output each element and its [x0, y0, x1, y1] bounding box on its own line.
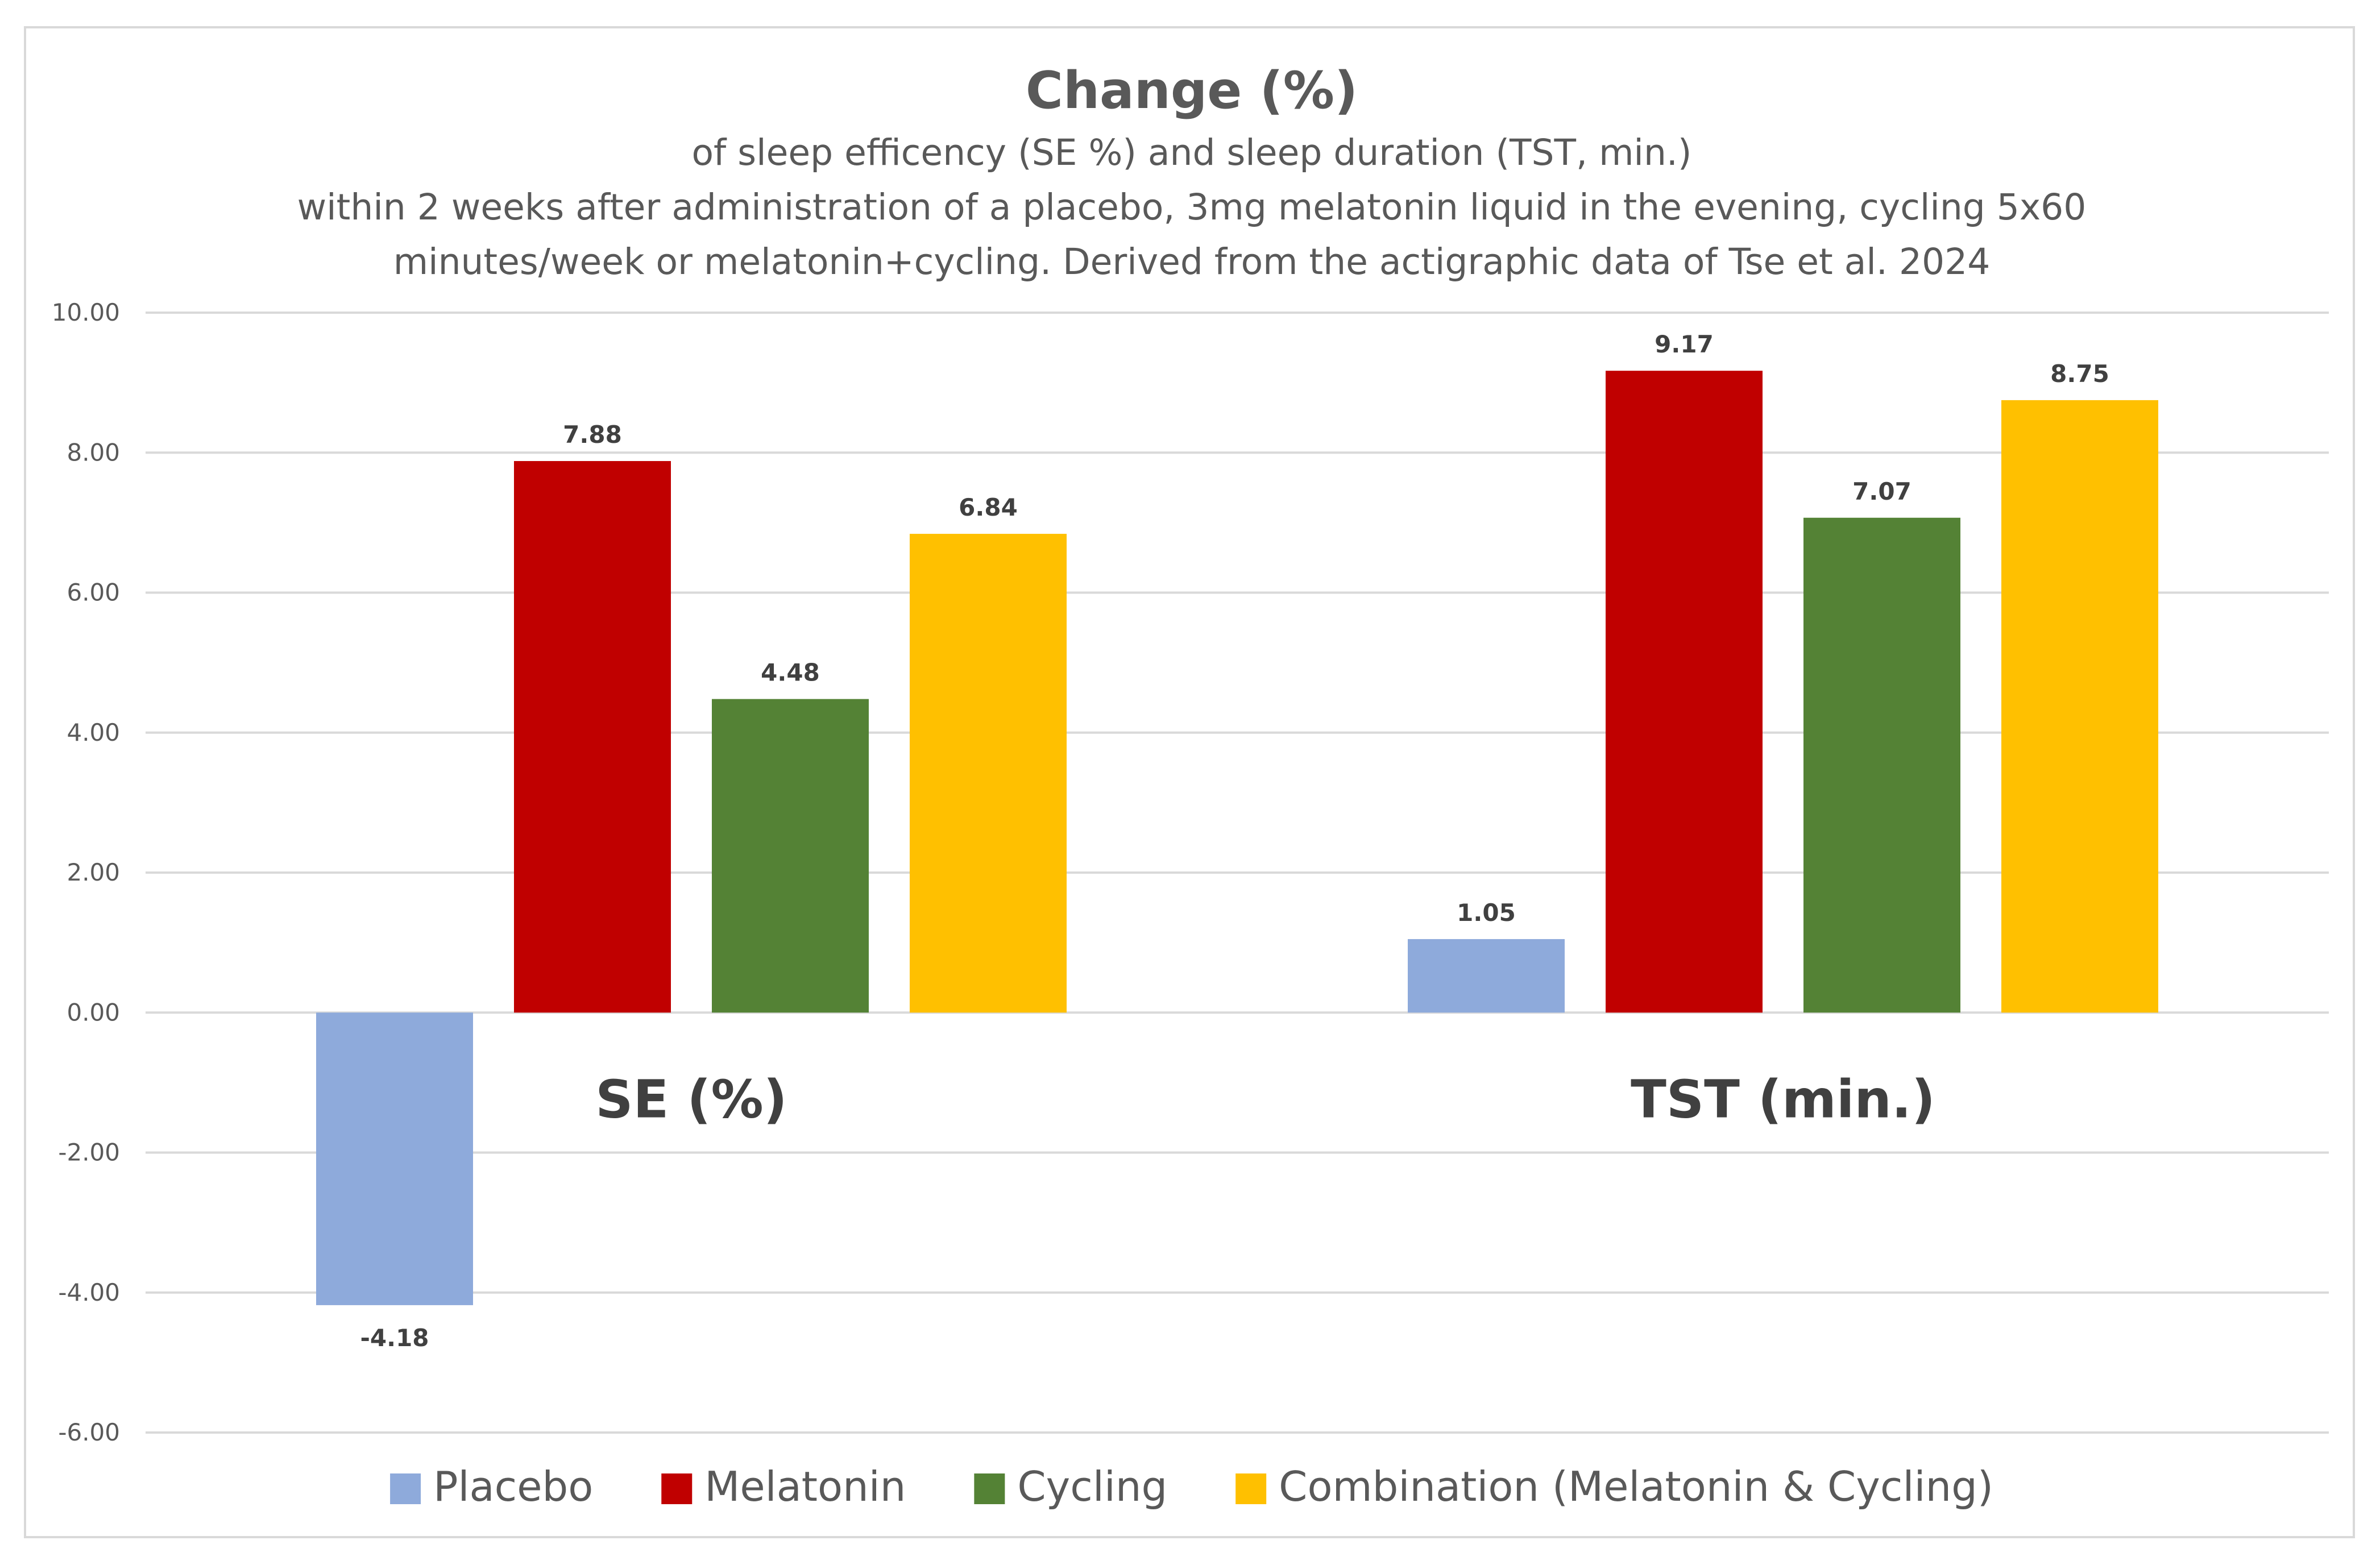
y-axis: 10.00 8.00 6.00 4.00 2.00 0.00 -2.00 -4.00 -6.00: [52, 298, 120, 1446]
bar: [1803, 517, 1960, 1013]
bars: [316, 371, 2158, 1305]
y-tick-label: 2.00: [67, 858, 120, 886]
legend-label: Melatonin: [704, 1463, 906, 1510]
legend: Placebo Melatonin Cycling Combination (Mela…: [390, 1463, 1993, 1510]
data-label: 7.07: [1852, 478, 1912, 505]
bar: [910, 534, 1067, 1013]
data-label: 1.05: [1457, 899, 1516, 927]
y-tick-label: -4.00: [58, 1278, 120, 1306]
legend-label: Combination (Melatonin & Cycling): [1279, 1463, 1993, 1510]
legend-label: Placebo: [433, 1463, 593, 1510]
y-tick-label: 10.00: [52, 298, 120, 326]
y-tick-label: 6.00: [67, 579, 120, 607]
chart-subtitle-line-3: minutes/week or melatonin+cycling. Deriv…: [393, 241, 1991, 283]
chart-frame: Change (%) of sleep efficency (SE %) and…: [24, 26, 2355, 1538]
legend-swatch: [661, 1473, 693, 1504]
y-tick-label: 4.00: [67, 719, 120, 746]
data-label: 7.88: [563, 421, 622, 449]
chart-subtitle-line-2: within 2 weeks after administration of a…: [297, 186, 2087, 228]
data-label: 6.84: [959, 493, 1018, 521]
data-label: 4.48: [761, 659, 820, 687]
legend-swatch: [390, 1473, 421, 1504]
y-tick-label: 0.00: [67, 998, 120, 1026]
y-tick-label: 8.00: [67, 438, 120, 466]
data-label: 8.75: [2050, 360, 2109, 388]
data-labels: -4.18 7.88 4.48 6.84 1.05 9.17 7.07 8.75: [360, 330, 2109, 1352]
chart-subtitle-line-1: of sleep efficency (SE %) and sleep dura…: [692, 132, 1692, 173]
bar: [1606, 371, 1763, 1013]
category-label: SE (%): [595, 1069, 787, 1130]
legend-swatch: [974, 1473, 1005, 1504]
data-label: -4.18: [360, 1324, 429, 1352]
chart-svg: Change (%) of sleep efficency (SE %) and…: [52, 61, 2329, 1510]
legend-swatch: [1235, 1473, 1267, 1504]
gridlines: [146, 312, 2329, 1434]
y-tick-label: -2.00: [58, 1139, 120, 1167]
y-tick-label: -6.00: [58, 1418, 120, 1446]
bar: [1408, 939, 1565, 1013]
chart-title: Change (%): [1026, 61, 1358, 121]
bar: [514, 461, 671, 1013]
bar: [316, 1012, 473, 1305]
category-label: TST (min.): [1631, 1069, 1935, 1130]
legend-label: Cycling: [1017, 1463, 1167, 1510]
data-label: 9.17: [1655, 330, 1714, 358]
category-labels: SE (%) TST (min.): [595, 1069, 1935, 1130]
bar: [712, 699, 869, 1013]
bar: [2001, 400, 2158, 1013]
